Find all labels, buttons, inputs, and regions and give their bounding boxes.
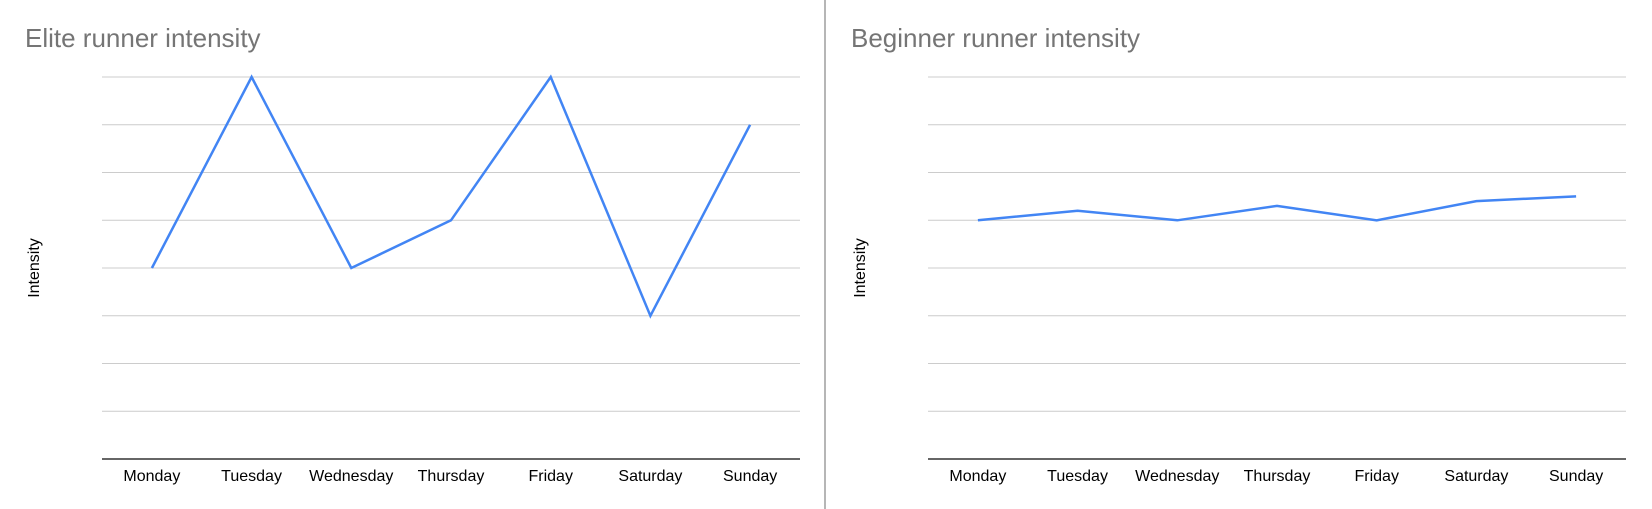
x-tick-label: Thursday (1244, 468, 1311, 485)
x-tick-label: Friday (528, 468, 572, 485)
x-tick-label: Monday (949, 468, 1006, 485)
x-tick-label: Wednesday (309, 468, 393, 485)
beginner-runner-chart: Beginner runner intensity Intensity Monday… (851, 23, 1626, 485)
x-tick-label: Sunday (723, 468, 777, 485)
chart-title: Beginner runner intensity (851, 23, 1140, 53)
x-tick-label: Wednesday (1135, 468, 1219, 485)
x-tick-label: Monday (123, 468, 180, 485)
y-axis-title: Intensity (852, 238, 869, 298)
x-tick-label: Saturday (1444, 468, 1508, 485)
x-tick-label: Thursday (418, 468, 485, 485)
x-tick-label: Sunday (1549, 468, 1603, 485)
chart-title: Elite runner intensity (25, 23, 261, 53)
x-tick-label: Tuesday (221, 468, 282, 485)
x-tick-label: Friday (1354, 468, 1398, 485)
x-tick-label: Tuesday (1047, 468, 1108, 485)
elite-runner-chart: Elite runner intensity Intensity Monday Tue… (25, 23, 800, 485)
series-line (977, 195, 1577, 222)
x-tick-label: Saturday (618, 468, 682, 485)
y-axis-title: Intensity (26, 238, 43, 298)
series-line (150, 74, 752, 319)
